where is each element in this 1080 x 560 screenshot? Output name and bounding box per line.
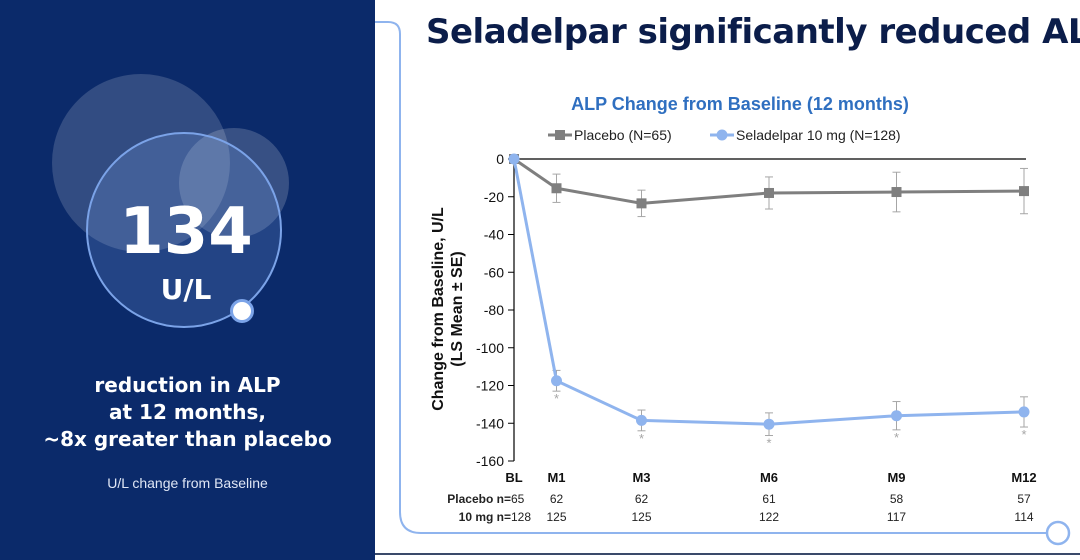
y-tick-label: -60	[484, 264, 504, 280]
data-point-placebo	[891, 187, 902, 198]
n-table-cell: 114	[1014, 510, 1034, 524]
data-point-placebo	[551, 183, 562, 194]
n-table-cell: 125	[546, 510, 567, 524]
legend-square-marker-icon	[548, 130, 572, 140]
n-table-cell: 61	[762, 492, 776, 506]
hero-description-line: at 12 months,	[109, 400, 266, 424]
series-line-placebo	[513, 157, 1025, 205]
x-tick-label: M6	[760, 470, 778, 485]
significance-marker: *	[894, 430, 899, 445]
y-tick-label: -20	[484, 189, 504, 205]
y-tick-label: -100	[476, 340, 504, 356]
significance-marker: *	[1021, 427, 1026, 442]
y-tick-label: -140	[476, 415, 504, 431]
n-table-row-label: Placebo n=	[447, 492, 511, 506]
n-table-row-label: 10 mg n=	[458, 510, 511, 524]
hero-unit: U/L	[160, 273, 212, 306]
data-point-placebo	[1019, 186, 1029, 197]
x-tick-label: M1	[547, 470, 565, 485]
hero-description-line: reduction in ALP	[94, 373, 281, 397]
x-tick-label: M12	[1011, 470, 1036, 485]
n-table-cell: 128	[511, 510, 532, 524]
significance-marker: *	[554, 391, 559, 406]
data-point-seladelpar	[551, 375, 562, 387]
significance-marker: *	[766, 436, 771, 451]
hero-value: 134	[119, 195, 253, 269]
n-table-cell: 62	[549, 492, 564, 506]
x-tick-label: M9	[887, 470, 905, 485]
y-tick-label: -40	[484, 227, 504, 243]
highlight-ring	[86, 132, 282, 328]
legend-item-seladelpar: Seladelpar 10 mg (N=128)	[708, 125, 901, 145]
data-point-seladelpar	[763, 418, 775, 430]
y-tick-label: 0	[496, 151, 504, 167]
x-tick-label: BL	[505, 470, 522, 485]
chart-title: ALP Change from Baseline (12 months)	[571, 94, 909, 114]
slide-title: Seladelpar significantly reduced ALP	[426, 12, 1080, 52]
n-table-cell: 125	[631, 510, 652, 524]
legend-label: Seladelpar 10 mg (N=128)	[736, 127, 901, 143]
n-table-cell: 117	[886, 510, 907, 524]
n-table-cell: 58	[889, 492, 904, 506]
hero-description: reduction in ALP at 12 months, ~8x great…	[20, 372, 355, 453]
y-tick-label: -160	[476, 453, 504, 469]
bottom-rule	[375, 553, 1080, 555]
n-table-cell: 57	[1017, 492, 1031, 506]
y-tick-label: -80	[484, 302, 504, 318]
legend-item-placebo: Placebo (N=65)	[546, 125, 672, 145]
left-panel: 134 U/L reduction in ALP at 12 months, ~…	[0, 0, 375, 560]
series-line-seladelpar	[512, 158, 1025, 426]
n-table-cell: 62	[634, 492, 649, 506]
n-table-cell: 122	[758, 510, 780, 524]
hero-description-line: ~8x greater than placebo	[43, 427, 332, 451]
x-tick-label: M3	[632, 470, 650, 485]
ring-dot	[230, 299, 254, 323]
legend-label: Placebo (N=65)	[574, 127, 672, 143]
data-point-placebo	[636, 198, 647, 209]
data-point-seladelpar	[891, 410, 902, 422]
data-point-seladelpar	[508, 153, 520, 165]
data-point-seladelpar	[1018, 406, 1030, 418]
significance-marker: *	[639, 431, 644, 446]
data-point-seladelpar	[636, 414, 647, 426]
n-table-cell: 65	[511, 492, 525, 506]
y-tick-label: -120	[476, 378, 504, 394]
legend-circle-marker-icon	[710, 129, 734, 141]
data-point-placebo	[764, 187, 774, 198]
hero-note: U/L change from Baseline	[107, 475, 268, 491]
